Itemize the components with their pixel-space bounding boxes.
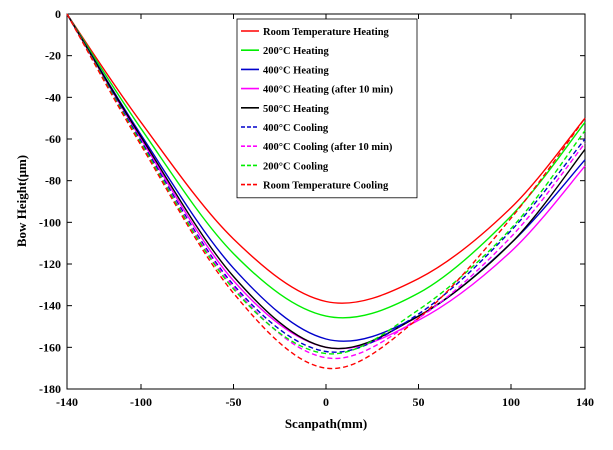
legend-entry-label: 200°C Cooling <box>263 161 329 172</box>
y-tick-label: -180 <box>39 382 61 396</box>
x-tick-label: 140 <box>576 395 594 409</box>
series-line-200-c-cooling <box>66 13 586 355</box>
y-axis-label: Bow Height(μm) <box>14 155 29 247</box>
x-tick-label: 100 <box>502 395 520 409</box>
y-tick-label: -120 <box>39 257 61 271</box>
x-tick-label: -140 <box>56 395 78 409</box>
legend-entry-label: Room Temperature Heating <box>263 27 390 38</box>
legend-entry-label: 500°C Heating <box>263 104 329 115</box>
series-line-room-temperature-cooling <box>66 13 586 370</box>
y-tick-label: -60 <box>45 132 61 146</box>
legend-entry-label: 400°C Heating <box>263 65 329 76</box>
axis-ticks: -140 -100 -50 0 50 100 140 0 -20 -40 -60 -80 -100 -12… <box>39 7 594 409</box>
y-tick-label: -80 <box>45 174 61 188</box>
x-axis-label: Scanpath(mm) <box>285 416 367 431</box>
legend: Room Temperature Heating 200°C Heating 400… <box>236 18 418 199</box>
y-tick-label: -100 <box>39 215 61 229</box>
x-tick-label: 0 <box>323 395 329 409</box>
legend-entry-label: 400°C Cooling <box>263 123 329 134</box>
series-line-500-c-heating <box>66 13 586 350</box>
series-line-200-c-heating <box>66 13 586 319</box>
x-tick-label: -100 <box>130 395 152 409</box>
y-tick-label: -40 <box>45 90 61 104</box>
legend-entry-label: 400°C Heating (after 10 min) <box>263 85 393 96</box>
series-line-room-temperature-heating <box>66 13 586 304</box>
legend-box <box>236 18 418 199</box>
x-tick-label: 50 <box>413 395 425 409</box>
legend-entry-label: Room Temperature Cooling <box>263 181 389 192</box>
legend-entry-label: 400°C Cooling (after 10 min) <box>263 142 393 153</box>
y-tick-label: -160 <box>39 340 61 354</box>
y-tick-label: -20 <box>45 49 61 63</box>
y-tick-label: 0 <box>55 7 61 21</box>
legend-entry-label: 200°C Heating <box>263 46 329 57</box>
x-tick-label: -50 <box>226 395 242 409</box>
y-tick-label: -140 <box>39 299 61 313</box>
series-line-400-c-cooling <box>66 13 586 353</box>
series-lines <box>66 13 586 370</box>
